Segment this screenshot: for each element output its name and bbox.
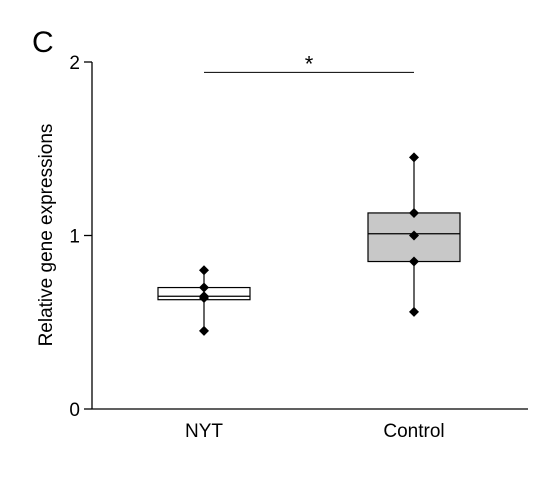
data-point bbox=[199, 325, 209, 336]
significance-star: * bbox=[305, 51, 314, 76]
data-point bbox=[409, 152, 419, 163]
data-point bbox=[199, 291, 209, 302]
box-nyt bbox=[157, 265, 251, 336]
x-tick-label: Control bbox=[383, 421, 444, 442]
y-tick-label: 2 bbox=[69, 53, 80, 74]
data-point bbox=[409, 256, 419, 267]
data-point bbox=[409, 306, 419, 317]
boxes-group bbox=[157, 152, 461, 336]
data-point bbox=[409, 207, 419, 218]
box-control bbox=[367, 152, 461, 317]
data-point bbox=[199, 265, 209, 276]
y-axis-title: Relative gene expressions bbox=[36, 124, 57, 347]
x-tick-label: NYT bbox=[185, 421, 223, 442]
data-point bbox=[199, 282, 209, 293]
panel-label: C bbox=[32, 26, 54, 59]
data-point bbox=[409, 230, 419, 241]
significance-group: * bbox=[204, 51, 414, 76]
y-axis: 0 1 2 bbox=[69, 53, 93, 421]
x-axis: NYT Control bbox=[92, 408, 528, 442]
y-tick-label: 0 bbox=[69, 400, 80, 421]
y-tick-label: 1 bbox=[69, 227, 80, 248]
